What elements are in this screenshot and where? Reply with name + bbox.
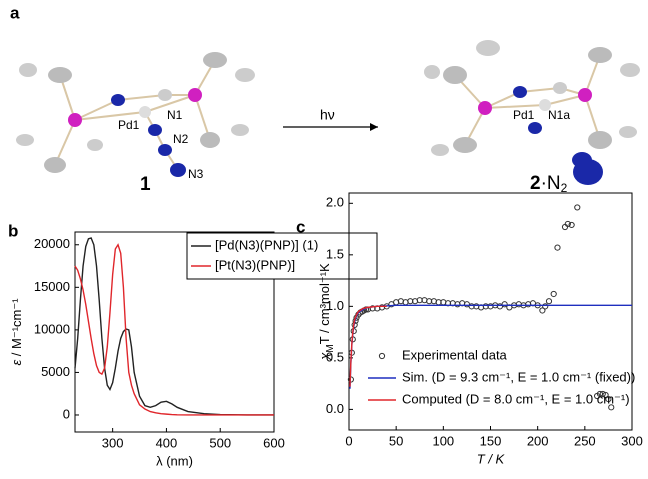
panel-label: b (8, 221, 18, 240)
atom-label: N1a (548, 108, 570, 122)
atom-label: Pd1 (513, 108, 535, 122)
atom-label: N1 (167, 108, 183, 122)
series-line (350, 306, 387, 386)
x-axis-label: λ (nm) (156, 453, 193, 468)
data-point (555, 245, 560, 250)
legend-label: Computed (D = 8.0 cm⁻¹, E = 1.0 cm⁻¹) (402, 391, 630, 406)
figure: a Pd1 N1 N2 N3 1 hν Pd1 (0, 0, 648, 479)
data-point (562, 224, 567, 229)
legend-label: Sim. (D = 9.3 cm⁻¹, E = 1.0 cm⁻¹ (fixed)… (402, 369, 635, 384)
atom-label: N2 (173, 132, 189, 146)
legend-label: [Pd(N3)(PNP)] (1) (215, 237, 318, 252)
x-tick-label: 50 (389, 433, 403, 448)
data-point (546, 299, 551, 304)
atom-label: Pd1 (118, 118, 140, 132)
x-tick-label: 600 (263, 435, 285, 450)
x-tick-label: 100 (432, 433, 454, 448)
compound-label: 2·N2 (530, 173, 568, 195)
atom-label: N3 (188, 167, 204, 181)
y-tick-label: 15000 (34, 279, 70, 294)
molecule-1 (16, 52, 255, 177)
panel-label: c (296, 217, 305, 236)
x-tick-label: 300 (102, 435, 124, 450)
y-tick-label: 0 (63, 406, 70, 421)
x-tick-label: 250 (574, 433, 596, 448)
arrow-head (370, 123, 378, 131)
x-tick-label: 500 (209, 435, 231, 450)
data-point (551, 291, 556, 296)
data-point (543, 304, 548, 309)
x-tick-label: 200 (527, 433, 549, 448)
x-axis-label: T / K (477, 451, 506, 466)
y-tick-label: 10000 (34, 321, 70, 336)
legend-label: [Pt(N3)(PNP)] (215, 257, 295, 272)
data-point (575, 205, 580, 210)
y-tick-label: 5000 (41, 364, 70, 379)
arrow-label: hν (320, 107, 335, 123)
x-tick-label: 400 (156, 435, 178, 450)
y-axis-label: ε / M⁻¹cm⁻¹ (9, 298, 24, 366)
y-tick-label: 20000 (34, 236, 70, 251)
x-tick-label: 300 (621, 433, 643, 448)
x-tick-label: 0 (345, 433, 352, 448)
panel-label: a (10, 3, 20, 22)
y-tick-label: 2.0 (326, 195, 344, 210)
y-tick-label: 0.0 (326, 401, 344, 416)
legend-swatch (379, 353, 384, 358)
y-label-part: T / cm³mol⁻¹K (317, 263, 332, 344)
y-tick-label: 1.5 (326, 246, 344, 261)
y-label-part: M (325, 344, 336, 352)
legend-label: Experimental data (402, 347, 508, 362)
data-point (502, 302, 507, 307)
compound-label: 1 (140, 174, 151, 195)
y-label-part: / M⁻¹cm⁻¹ (9, 298, 24, 360)
x-tick-label: 150 (480, 433, 502, 448)
